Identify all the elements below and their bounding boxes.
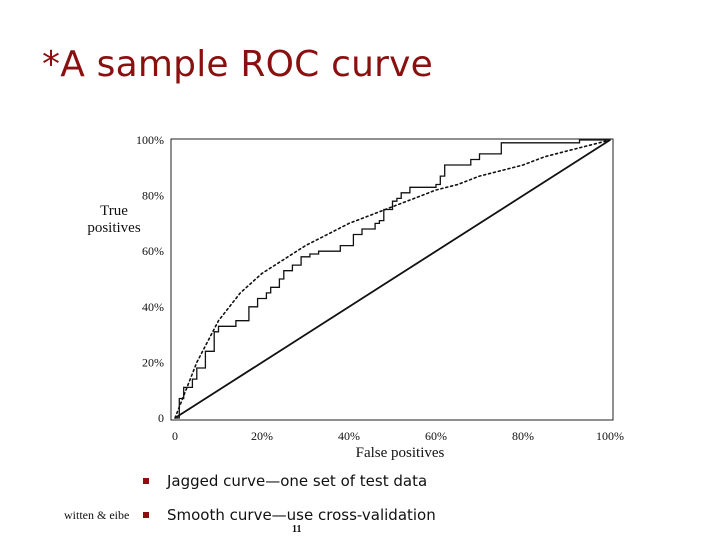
y-axis-label: True positives — [87, 203, 140, 236]
y-tick-label: 40% — [142, 300, 164, 314]
x-tick-label: 40% — [338, 429, 360, 443]
y-tick-label: 100% — [136, 133, 164, 147]
series-layer — [174, 139, 611, 419]
y-tick-label: 60% — [142, 244, 164, 258]
y-tick-label: 0 — [158, 411, 164, 425]
bullet-text: Smooth curve—use cross-validation — [167, 506, 436, 524]
plot-frame — [170, 138, 614, 421]
roc-chart: 0 20% 40% 60% 80% 100% 0 20% 40% 60% 80% 100% Fals… — [87, 133, 624, 461]
y-tick-labels: 0 20% 40% 60% 80% 100% — [136, 133, 164, 425]
x-axis-label: False positives — [356, 445, 445, 461]
x-tick-label: 0 — [172, 429, 178, 443]
slide-title: *A sample ROC curve — [42, 44, 433, 85]
smooth-roc-series — [174, 139, 611, 419]
bullet-marker-icon — [143, 512, 149, 518]
jagged-roc-series — [175, 139, 610, 419]
diagonal-series — [174, 139, 611, 419]
x-tick-labels: 0 20% 40% 60% 80% 100% — [172, 429, 624, 443]
bullet-list: Jagged curve—one set of test data Smooth… — [143, 464, 436, 532]
x-tick-label: 80% — [512, 429, 534, 443]
bullet-marker-icon — [143, 478, 149, 484]
footer-credit: witten & eibe — [64, 508, 130, 522]
x-tick-label: 60% — [425, 429, 447, 443]
y-tick-label: 20% — [142, 355, 164, 369]
x-tick-label: 100% — [596, 429, 624, 443]
bullet-item: Jagged curve—one set of test data — [143, 464, 436, 498]
x-tick-label: 20% — [251, 429, 273, 443]
y-tick-label: 80% — [142, 189, 164, 203]
bullet-text: Jagged curve—one set of test data — [167, 472, 428, 490]
bullet-item: Smooth curve—use cross-validation — [143, 498, 436, 532]
page-number: 11 — [292, 524, 302, 535]
